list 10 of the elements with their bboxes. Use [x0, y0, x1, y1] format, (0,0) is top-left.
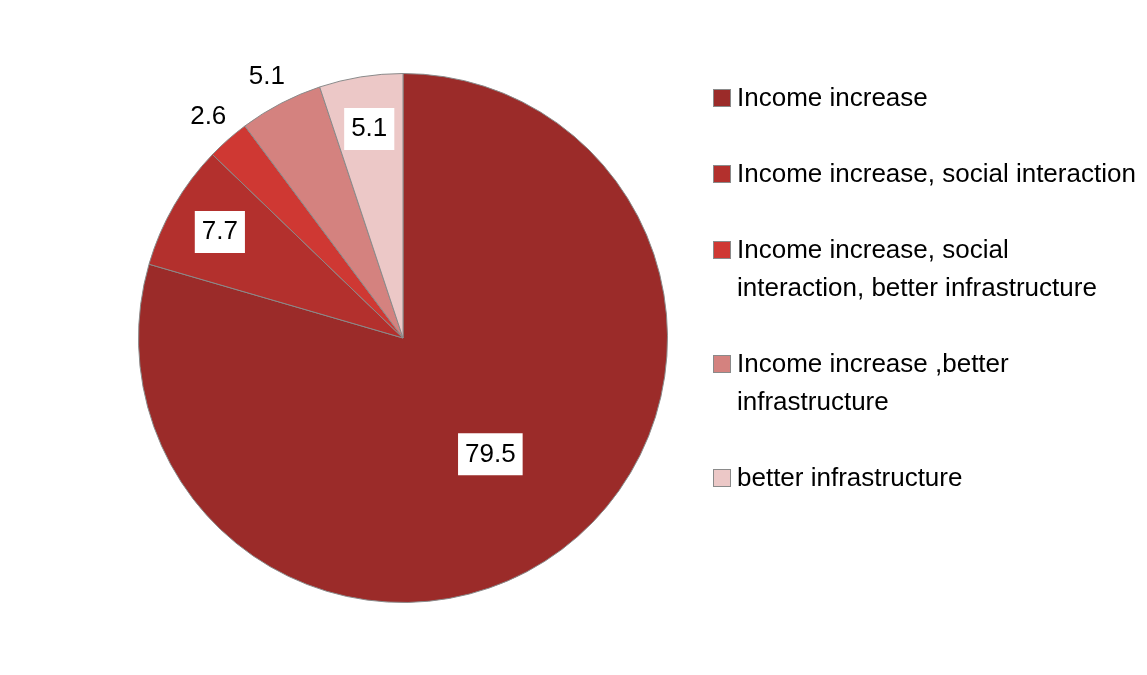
- data-label: 79.5: [465, 437, 516, 468]
- legend-label: Income increase ,better infrastructure: [737, 347, 1010, 418]
- data-label: 7.7: [201, 215, 238, 246]
- data-label: 5.1: [351, 112, 388, 143]
- data-label: 2.6: [190, 100, 227, 131]
- legend-label: Income increase: [737, 81, 929, 114]
- legend-label: better infrastructure: [737, 461, 964, 494]
- legend-label: Income increase, social interaction: [737, 157, 1137, 190]
- data-label: 5.1: [248, 60, 285, 91]
- legend-label: Income increase, social interaction, better infrastructure: [737, 233, 1098, 304]
